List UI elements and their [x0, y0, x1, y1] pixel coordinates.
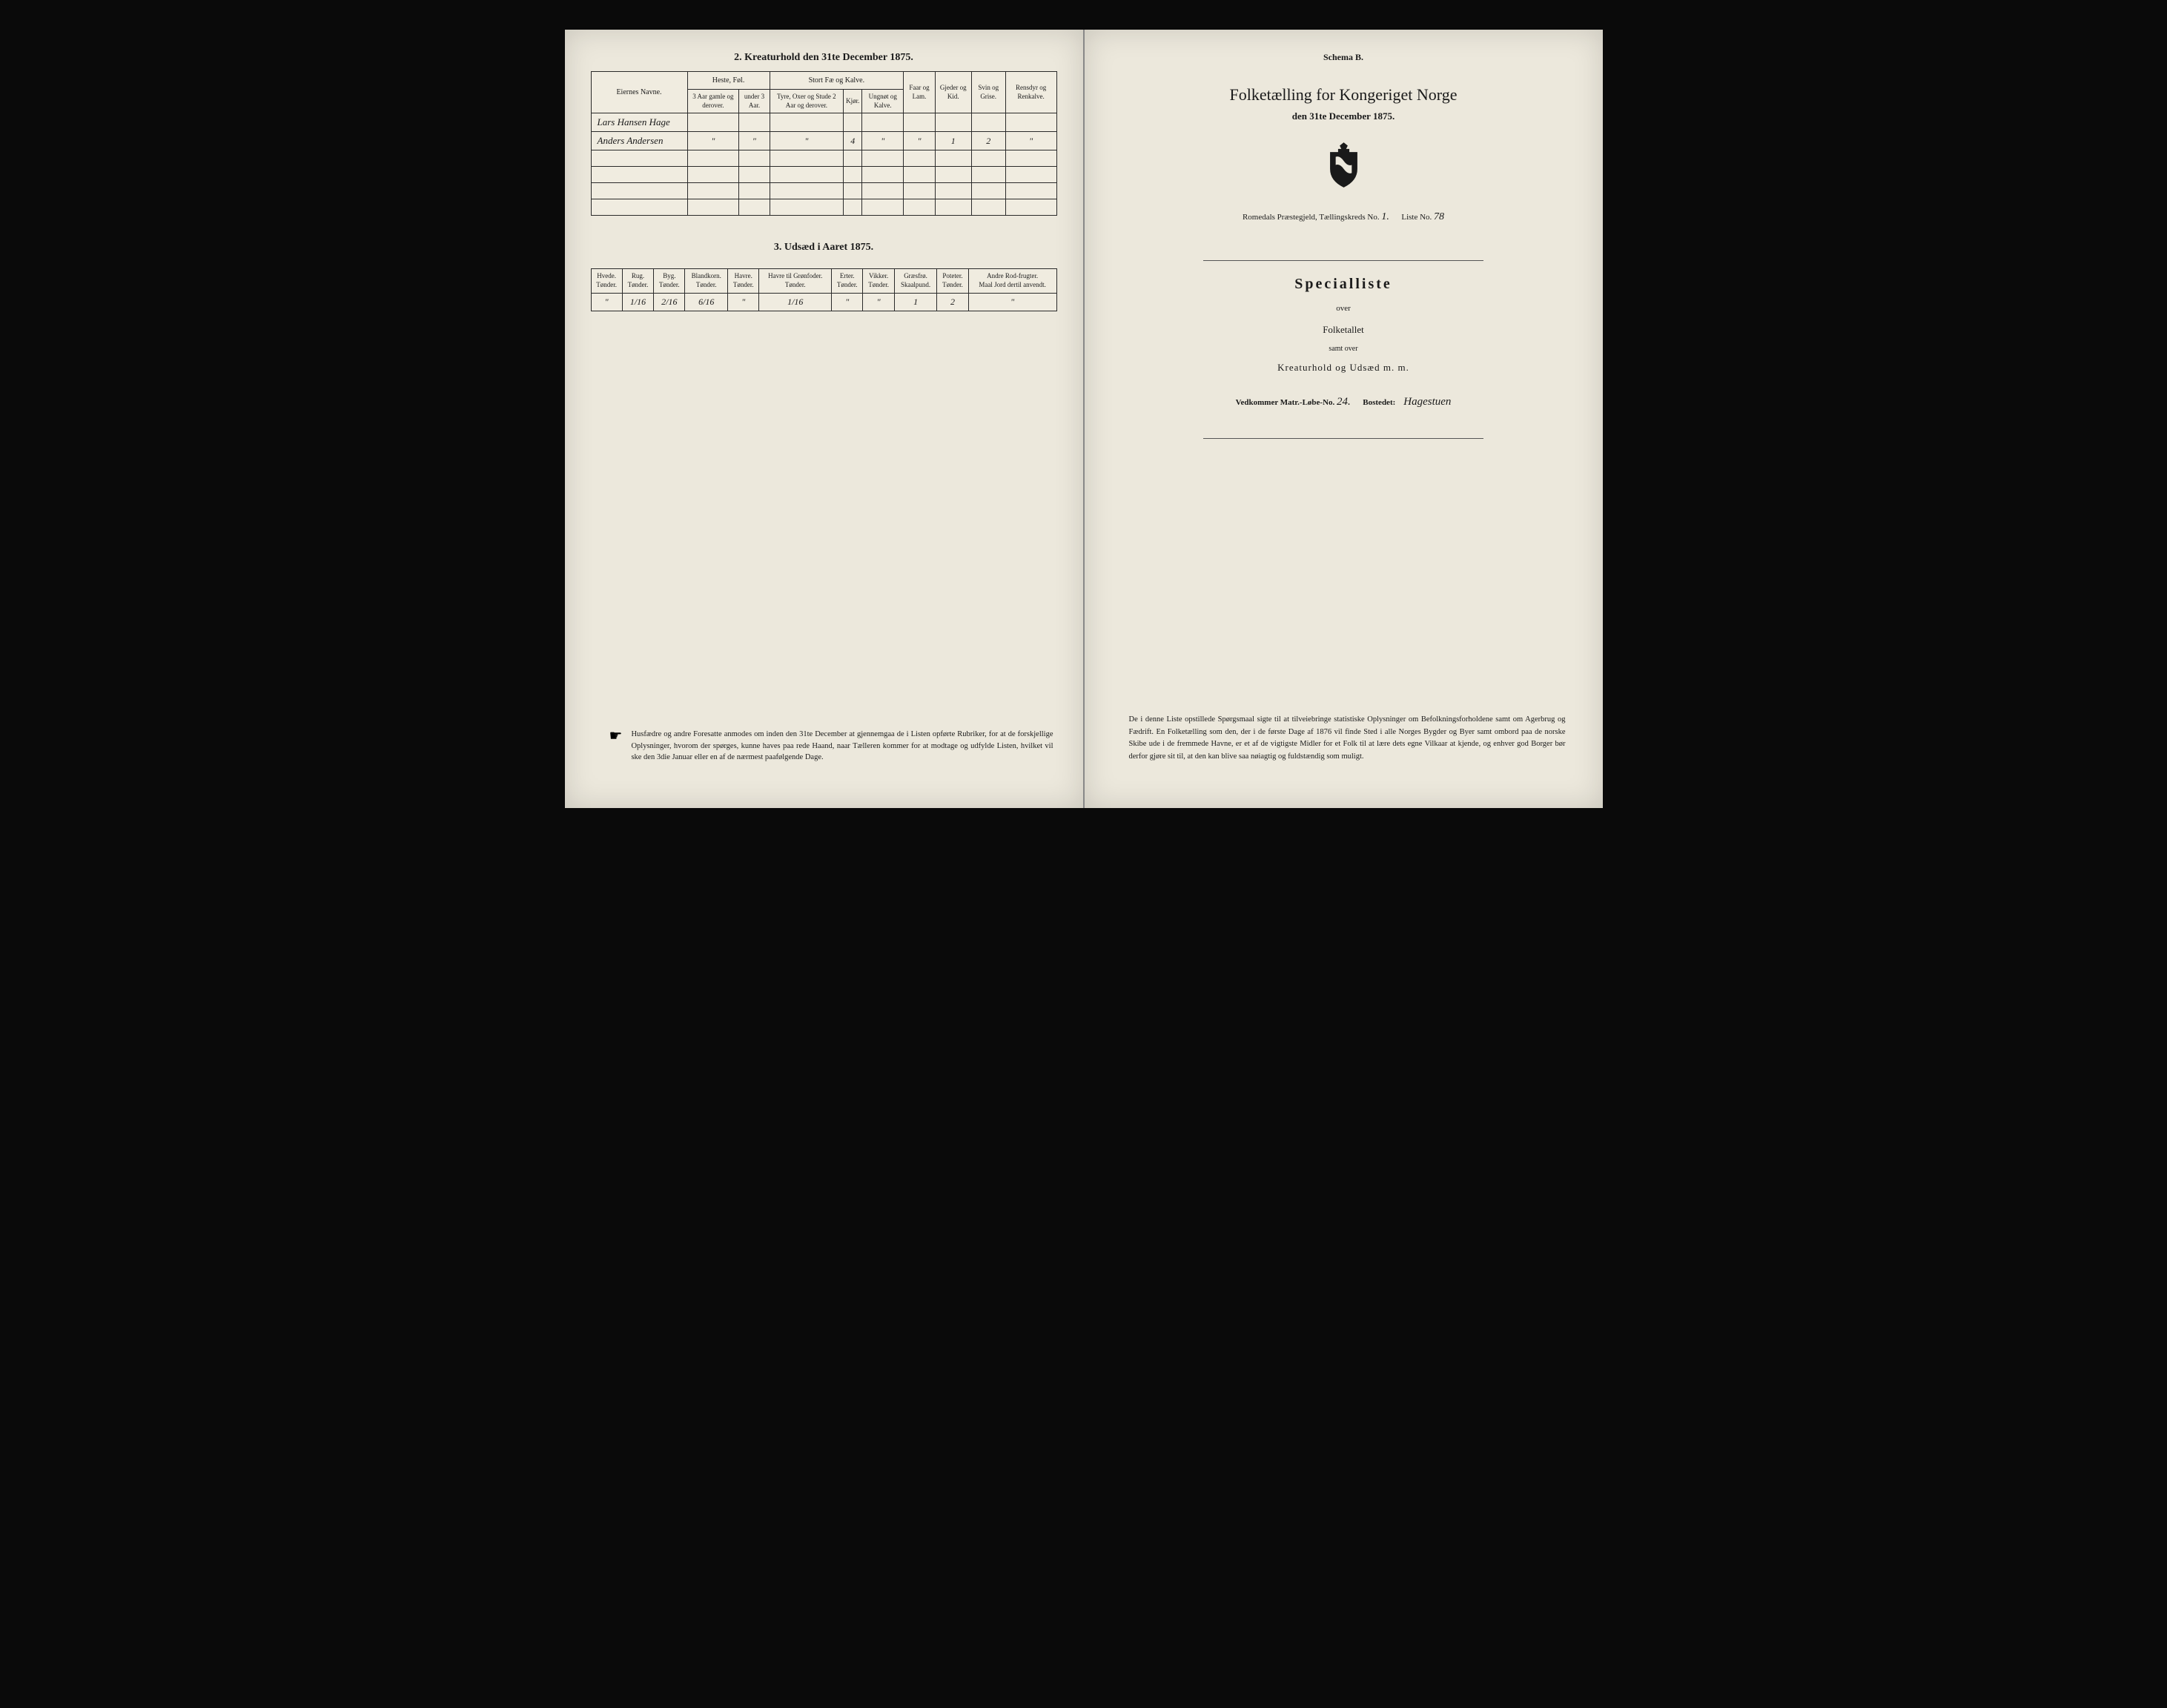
footer-text: Husfædre og andre Foresatte anmodes om i…	[631, 729, 1053, 764]
document-scan: 2. Kreaturhold den 31te December 1875. E…	[565, 30, 1603, 808]
kreatur: Kreaturhold og Udsæd m. m.	[1111, 362, 1577, 374]
cell: "	[968, 293, 1056, 311]
bosted-label: Bostedet:	[1363, 398, 1395, 407]
cell: 1	[936, 132, 972, 150]
subtitle: den 31te December 1875.	[1111, 110, 1577, 122]
cell: 1/16	[759, 293, 832, 311]
col-h: Havre.Tønder.	[728, 269, 759, 293]
col-h: Byg.Tønder.	[654, 269, 685, 293]
col-heste: Heste, Føl.	[687, 72, 770, 90]
cell: "	[1005, 132, 1056, 150]
col-h: Andre Rod-frugter.Maal Jord dertil anven…	[968, 269, 1056, 293]
district-label: Romedals Præstegjeld, Tællingskreds No.	[1243, 213, 1380, 222]
owner-name: Anders Andersen	[591, 132, 687, 150]
col-h: Havre til Grønfoder.Tønder.	[759, 269, 832, 293]
cell: 2	[971, 132, 1005, 150]
cell: "	[739, 132, 770, 150]
specialliste-title: Specialliste	[1111, 276, 1577, 293]
cell: "	[591, 293, 622, 311]
right-page: Schema B. Folketælling for Kongeriget No…	[1084, 30, 1603, 808]
col-h: Græsfrø.Skaalpund.	[894, 269, 937, 293]
divider	[1203, 438, 1483, 439]
table-row: Anders Andersen " " " 4 " " 1 2 "	[591, 132, 1056, 150]
over-text: over	[1111, 304, 1577, 313]
table-row: Lars Hansen Hage	[591, 113, 1056, 132]
col-stor2: Kjør.	[844, 90, 862, 113]
cell: 1/16	[622, 293, 653, 311]
table-header-row: Hvede.Tønder. Rug.Tønder. Byg.Tønder. Bl…	[591, 269, 1056, 293]
schema-label: Schema B.	[1111, 52, 1577, 63]
district-val: 1.	[1381, 211, 1389, 222]
col-storfe: Stort Fæ og Kalve.	[770, 72, 903, 90]
col-stor1: Tyre, Oxer og Stude 2 Aar og derover.	[770, 90, 843, 113]
col-gjeder: Gjeder og Kid.	[936, 72, 972, 113]
udsaed-table: Hvede.Tønder. Rug.Tønder. Byg.Tønder. Bl…	[591, 268, 1057, 311]
col-h: Blandkorn.Tønder.	[685, 269, 728, 293]
vedkommer-line: Vedkommer Matr.-Løbe-No. 24. Bostedet: H…	[1111, 396, 1577, 408]
cell: "	[863, 293, 894, 311]
pointer-icon: ☛	[609, 729, 623, 764]
liste-val: 78	[1434, 211, 1444, 222]
cell	[687, 113, 739, 132]
left-page: 2. Kreaturhold den 31te December 1875. E…	[565, 30, 1084, 808]
folketallet: Folketallet	[1111, 324, 1577, 336]
cell	[844, 113, 862, 132]
col-heste1: 3 Aar gamle og derover.	[687, 90, 739, 113]
owner-name: Lars Hansen Hage	[591, 113, 687, 132]
col-h: Poteter.Tønder.	[937, 269, 968, 293]
bosted-val: Hagestuen	[1403, 396, 1451, 408]
table-row	[591, 199, 1056, 216]
kreaturhold-table: Eiernes Navne. Heste, Føl. Stort Fæ og K…	[591, 71, 1057, 216]
cell: "	[862, 132, 904, 150]
col-faar: Faar og Lam.	[904, 72, 936, 113]
col-eiernes: Eiernes Navne.	[591, 72, 687, 113]
kreaturhold-body: Lars Hansen Hage Anders Andersen " " "	[591, 113, 1056, 216]
cell: "	[904, 132, 936, 150]
section3-title: 3. Udsæd i Aaret 1875.	[591, 242, 1057, 254]
cell	[1005, 113, 1056, 132]
cell	[862, 113, 904, 132]
matr-no: 24.	[1337, 396, 1351, 408]
cell: 4	[844, 132, 862, 150]
col-rensdyr: Rensdyr og Renkalve.	[1005, 72, 1056, 113]
left-footer: ☛ Husfædre og andre Foresatte anmodes om…	[609, 729, 1053, 764]
col-h: Rug.Tønder.	[622, 269, 653, 293]
cell	[904, 113, 936, 132]
samt-over: samt over	[1111, 345, 1577, 353]
table-row	[591, 167, 1056, 183]
col-svin: Svin og Grise.	[971, 72, 1005, 113]
cell	[770, 113, 843, 132]
cell: "	[832, 293, 863, 311]
vedkommer-label: Vedkommer Matr.-Løbe-No.	[1236, 398, 1335, 407]
table-row	[591, 183, 1056, 199]
cell	[971, 113, 1005, 132]
col-heste2: under 3 Aar.	[739, 90, 770, 113]
cell	[936, 113, 972, 132]
col-h: Erter.Tønder.	[832, 269, 863, 293]
cell: 6/16	[685, 293, 728, 311]
col-h: Vikker.Tønder.	[863, 269, 894, 293]
liste-label: Liste No.	[1401, 213, 1432, 222]
cell: "	[770, 132, 843, 150]
col-h: Hvede.Tønder.	[591, 269, 622, 293]
section2-title: 2. Kreaturhold den 31te December 1875.	[591, 52, 1057, 64]
cell	[739, 113, 770, 132]
cell: "	[728, 293, 759, 311]
cell: 1	[894, 293, 937, 311]
crest-icon	[1111, 141, 1577, 193]
table-row	[591, 150, 1056, 167]
right-footer: De i denne Liste opstillede Spørgsmaal s…	[1129, 714, 1566, 764]
cell: 2	[937, 293, 968, 311]
district-line: Romedals Præstegjeld, Tællingskreds No. …	[1111, 211, 1577, 223]
col-stor3: Ungnøt og Kalve.	[862, 90, 904, 113]
cell: 2/16	[654, 293, 685, 311]
main-title: Folketælling for Kongeriget Norge	[1111, 85, 1577, 105]
table-row: " 1/16 2/16 6/16 " 1/16 " " 1 2 "	[591, 293, 1056, 311]
cell: "	[687, 132, 739, 150]
divider	[1203, 260, 1483, 261]
